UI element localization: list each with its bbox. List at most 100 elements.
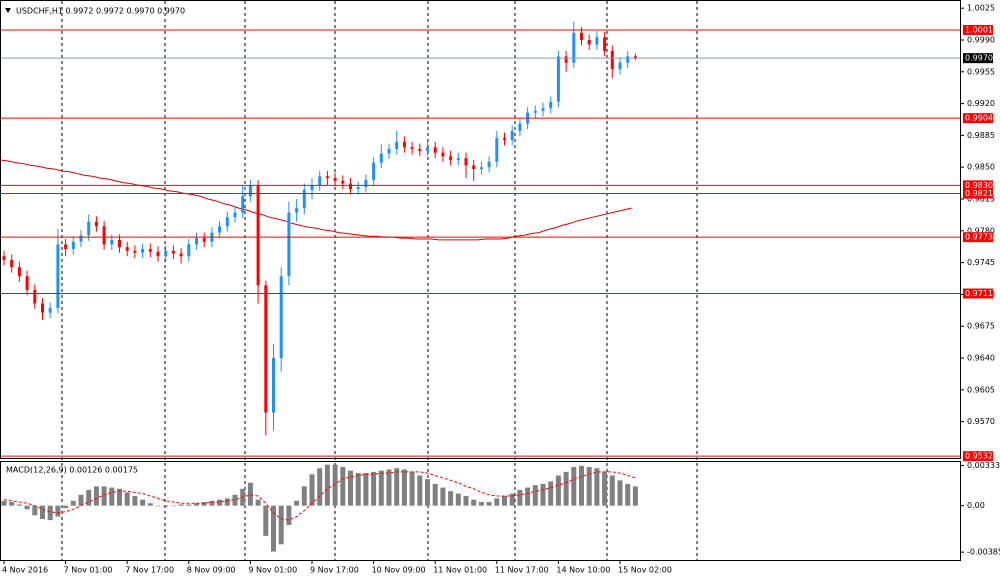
macd-bar	[217, 499, 223, 506]
candle-body	[318, 176, 322, 186]
chart-title: USDCHF,H1 0.9972 0.9972 0.9970 0.9970	[16, 7, 185, 16]
candle-body	[156, 251, 160, 257]
candle-body	[279, 276, 283, 359]
macd-frame	[0, 461, 961, 561]
candle-body	[626, 56, 630, 63]
macd-bar	[93, 486, 99, 506]
level-label: 0.9970	[965, 54, 993, 63]
candle-body	[202, 238, 206, 242]
candle-body	[233, 212, 237, 218]
macd-bar	[517, 489, 523, 506]
moving-average	[0, 159, 632, 241]
candle-body	[302, 189, 306, 209]
candle-body	[587, 39, 591, 45]
macd-bar	[155, 505, 161, 507]
macd-bar	[378, 470, 384, 506]
candle-body	[395, 141, 399, 150]
candle-body	[295, 208, 299, 213]
macd-bar	[409, 471, 415, 506]
macd-bar	[232, 494, 238, 506]
candle-body	[118, 239, 121, 248]
candle-body	[125, 247, 129, 251]
macd-bar	[86, 489, 92, 506]
candle-body	[287, 212, 291, 277]
macd-bar	[163, 505, 169, 507]
macd-bar	[586, 467, 592, 506]
candle-body	[580, 32, 583, 40]
candle-body	[171, 250, 175, 254]
candle-body	[2, 256, 6, 260]
candle-body	[310, 185, 314, 190]
candle-body	[179, 253, 183, 257]
candle-body	[464, 158, 468, 166]
macd-bar	[70, 500, 76, 506]
x-tick-label: 15 Nov 02:00	[618, 566, 672, 575]
y-tick-label: 0.9640	[967, 354, 995, 363]
menu-triangle	[5, 8, 11, 13]
candle-body	[633, 56, 637, 59]
macd-bar	[224, 498, 230, 506]
candle-body	[195, 238, 198, 245]
x-tick-label: 8 Nov 09:00	[187, 566, 236, 575]
signal-line	[3, 471, 636, 521]
macd-bar	[463, 496, 469, 506]
x-tick-label: 14 Nov 10:00	[556, 566, 610, 575]
macd-bar	[9, 502, 15, 506]
macd-bar	[486, 502, 492, 506]
x-tick-label: 11 Nov 01:00	[433, 566, 487, 575]
candle-body	[164, 250, 168, 257]
candle-body	[71, 241, 75, 249]
y-tick-label: 0.9955	[967, 67, 995, 76]
macd-bar	[348, 470, 353, 506]
candle-body	[495, 138, 499, 162]
candle-body	[603, 37, 607, 51]
macd-bar	[471, 499, 477, 506]
macd-bar	[78, 494, 84, 506]
candle-body	[426, 147, 429, 151]
y-tick-label: 0.9885	[967, 131, 995, 140]
level-label: 0.9830	[965, 181, 993, 190]
candle-body	[364, 179, 368, 188]
candle-body	[387, 149, 391, 154]
candle-body	[356, 187, 360, 190]
candle-body	[449, 156, 453, 160]
level-box	[963, 24, 993, 35]
macd-bar	[263, 505, 269, 536]
macd-bar	[579, 465, 584, 506]
macd-bar	[278, 505, 284, 545]
level-label: 0.9532	[965, 452, 993, 461]
macd-bar	[448, 491, 454, 506]
candle-body	[325, 176, 329, 179]
candle-body	[87, 221, 91, 236]
macd-bar	[417, 475, 423, 506]
candle-body	[503, 138, 506, 140]
macd-bar	[32, 505, 38, 516]
candle-body	[456, 158, 460, 160]
y-tick-label: 0.9990	[967, 35, 995, 44]
x-tick-label: 4 Nov 2016	[2, 566, 48, 575]
candle-body	[572, 32, 576, 63]
candle-body	[410, 147, 414, 150]
candle-body	[25, 276, 29, 290]
candle-body	[187, 244, 191, 257]
y-tick-label: 0.9920	[967, 99, 995, 108]
level-box	[963, 53, 993, 64]
macd-bar	[147, 503, 153, 506]
level-label: 0.9904	[965, 114, 993, 123]
macd-bar	[602, 471, 608, 506]
macd-bar	[117, 488, 122, 506]
macd-bar	[194, 503, 199, 506]
y-tick-label: -0.00385	[967, 548, 1000, 557]
macd-bar	[563, 471, 569, 506]
macd-bar	[109, 487, 115, 506]
candle-body	[94, 221, 98, 227]
macd-bar	[609, 475, 615, 506]
candle-body	[272, 358, 275, 413]
candle-body	[533, 110, 537, 113]
candle-body	[79, 235, 83, 242]
level-box	[963, 113, 993, 124]
macd-bar	[40, 505, 45, 519]
macd-bar	[324, 464, 330, 506]
level-label: 0.9773	[965, 233, 993, 242]
candle-body	[256, 185, 260, 286]
